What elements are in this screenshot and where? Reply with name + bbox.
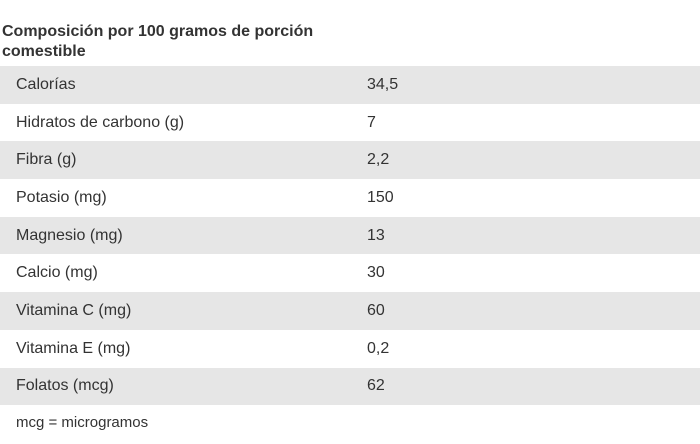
row-label: Folatos (mcg): [16, 377, 114, 395]
row-label: Hidratos de carbono (g): [16, 113, 185, 131]
row-label: Calorías: [16, 75, 76, 93]
table-row: Calcio (mg) 30: [0, 254, 700, 292]
row-value: 0,2: [367, 339, 390, 357]
table-row: Potasio (mg) 150: [0, 179, 700, 217]
row-label: Vitamina E (mg): [16, 339, 131, 357]
row-value: 30: [367, 264, 385, 282]
row-label: Vitamina C (mg): [16, 301, 132, 319]
row-label: Potasio (mg): [16, 188, 107, 206]
footnote: mcg = microgramos: [16, 414, 149, 431]
row-value: 34,5: [367, 75, 399, 93]
table-row: Magnesio (mg) 13: [0, 216, 700, 255]
table-row: Folatos (mcg) 62: [0, 367, 700, 406]
table-row: Fibra (g) 2,2: [0, 141, 700, 180]
row-value: 7: [367, 113, 376, 131]
table-row: Vitamina C (mg) 60: [0, 292, 700, 330]
row-label: Magnesio (mg): [16, 226, 123, 244]
row-value: 13: [367, 226, 385, 244]
table-row: Calorías 34,5: [0, 66, 700, 104]
row-value: 2,2: [367, 151, 390, 169]
row-value: 62: [367, 377, 385, 395]
row-value: 150: [367, 188, 394, 206]
row-value: 60: [367, 301, 385, 319]
table-row: Hidratos de carbono (g) 7: [0, 104, 700, 142]
nutrition-table: Calorías 34,5 Hidratos de carbono (g) 7 …: [0, 66, 700, 406]
row-label: Calcio (mg): [16, 264, 98, 282]
row-label: Fibra (g): [16, 151, 77, 169]
table-row: Vitamina E (mg) 0,2: [0, 330, 700, 368]
table-title: Composición por 100 gramos de porción co…: [2, 23, 314, 60]
